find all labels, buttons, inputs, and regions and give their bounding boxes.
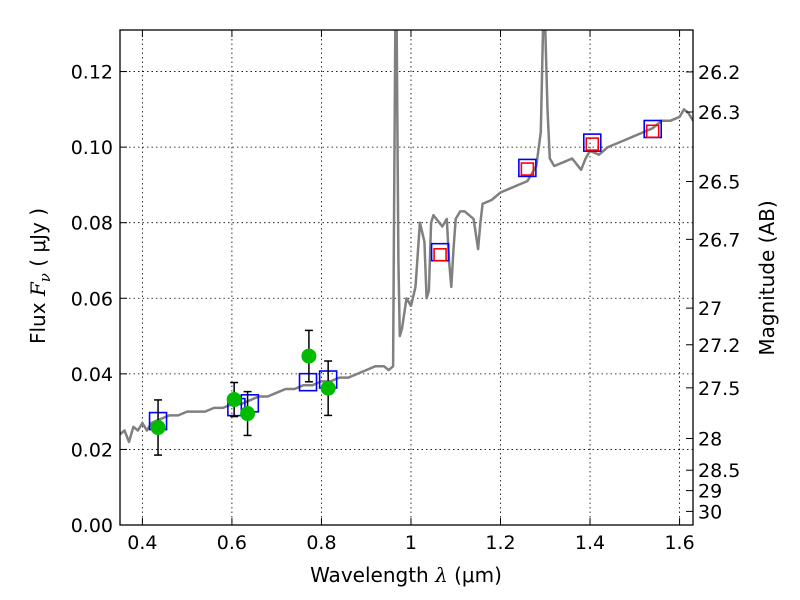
- model-band-flux-square: [433, 248, 447, 262]
- y-tick-label: 0.12: [71, 62, 113, 84]
- right-tick-label: 26.5: [698, 172, 740, 194]
- x-tick-label: 0.4: [127, 532, 157, 554]
- model-band-flux-square: [645, 124, 660, 139]
- x-tick-label: 1.4: [575, 532, 605, 554]
- observed-flux-point: [240, 406, 256, 422]
- model-band-flux-square: [520, 162, 535, 176]
- observed-flux-point: [226, 392, 242, 408]
- observed-flux-point: [301, 348, 317, 364]
- data-layer: [120, 30, 693, 456]
- y-tick-label: 0.02: [71, 439, 113, 461]
- model-band-flux-square: [518, 158, 537, 178]
- y-axis-label: Flux Fν ( μJy ): [26, 208, 54, 344]
- right-tick-label: 26.7: [698, 229, 740, 251]
- right-tick-label: 30: [698, 501, 722, 523]
- x-tick-label: 1: [405, 532, 417, 554]
- right-tick-label: 28: [698, 428, 722, 450]
- right-axis-label: Magnitude (AB): [755, 200, 779, 355]
- y-tick-label: 0.06: [71, 288, 113, 310]
- x-axis-label: Wavelength λ (μm): [310, 563, 502, 587]
- right-tick-label: 26.3: [698, 102, 740, 124]
- y-tick-label: 0.00: [71, 515, 113, 537]
- y-tick-label: 0.10: [71, 137, 113, 159]
- y-tick-label: 0.04: [71, 364, 113, 386]
- axes-frame: [119, 29, 694, 526]
- x-tick-label: 1.6: [664, 532, 694, 554]
- right-tick-label: 27.5: [698, 378, 740, 400]
- right-tick-label: 27: [698, 298, 722, 320]
- model-band-flux-square: [585, 137, 600, 151]
- observed-flux-point: [150, 420, 166, 436]
- right-tick-label: 27.2: [698, 335, 740, 357]
- y-tick-label: 0.08: [71, 213, 113, 235]
- observed-flux-point: [320, 380, 336, 396]
- x-tick-label: 0.6: [217, 532, 247, 554]
- x-tick-label: 1.2: [485, 532, 515, 554]
- plot-area: 0.4 0.6 0.8 1 1.2 1.4 1.6 0.00 0.02 0.04 0.06 0.08 0…: [71, 29, 740, 554]
- right-tick-label: 29: [698, 481, 722, 503]
- model-band-flux-square: [582, 133, 602, 152]
- right-tick-label: 26.2: [698, 62, 740, 84]
- right-tick-label: 28.5: [698, 460, 740, 482]
- model-band-flux-square: [298, 372, 318, 392]
- model-spectrum-line: [120, 30, 693, 444]
- x-tick-label: 0.8: [306, 532, 336, 554]
